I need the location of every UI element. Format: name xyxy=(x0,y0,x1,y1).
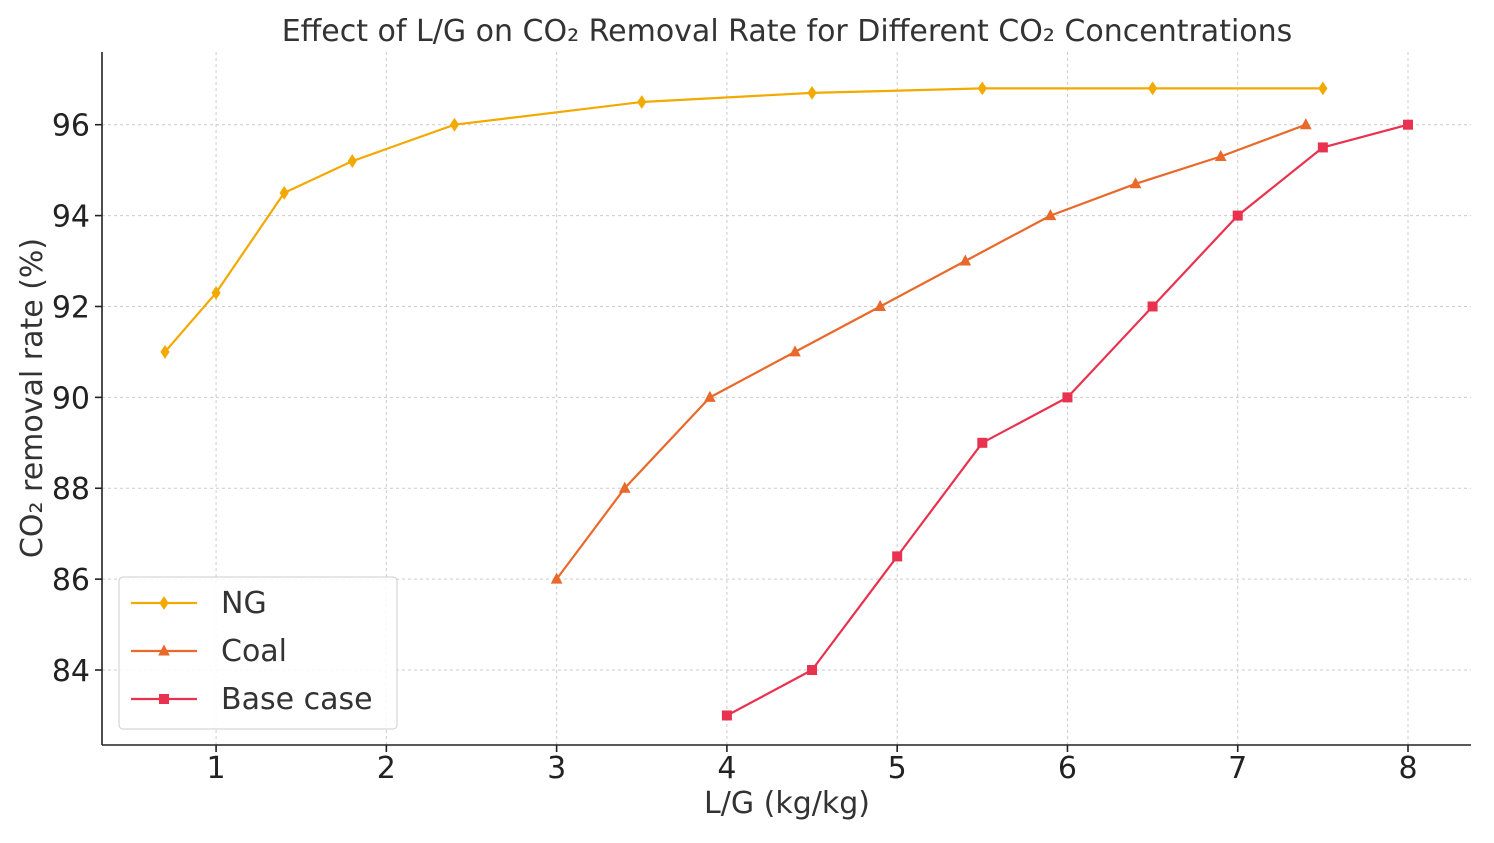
data-point-coal xyxy=(618,481,631,493)
x-tick-label: 6 xyxy=(1058,751,1077,786)
data-point-coal xyxy=(789,345,801,357)
x-axis-label: L/G (kg/kg) xyxy=(704,786,870,821)
data-point-ng xyxy=(279,185,289,200)
x-tick-label: 4 xyxy=(717,751,736,786)
data-point-coal xyxy=(550,572,563,584)
x-tick-label: 2 xyxy=(377,751,396,786)
data-point-base-case xyxy=(1402,119,1413,130)
data-point-ng xyxy=(637,95,647,109)
y-tick-label: 90 xyxy=(52,381,90,416)
series-layer xyxy=(160,81,1413,721)
x-tick-label: 3 xyxy=(547,751,566,786)
data-point-ng xyxy=(449,117,460,132)
legend-label-ng: NG xyxy=(221,586,267,621)
legend-label-base-case: Base case xyxy=(221,682,373,717)
data-point-coal xyxy=(704,390,716,402)
axes: 1 2 3 4 5 6 7 8 84 86 88 90 92 94 96 xyxy=(52,52,1471,786)
legend-label-coal: Coal xyxy=(221,634,287,669)
x-tick-label: 1 xyxy=(207,751,226,786)
data-point-base-case xyxy=(1062,392,1073,403)
data-point-base-case xyxy=(807,665,818,676)
legend-box xyxy=(118,576,398,730)
series-base-case xyxy=(721,119,1413,721)
data-point-coal xyxy=(1214,149,1227,162)
legend-item-base-case: Base case xyxy=(131,682,373,717)
data-point-base-case xyxy=(1147,301,1158,312)
legend-item-ng: NG xyxy=(131,586,267,621)
data-point-ng xyxy=(807,85,817,100)
y-tick-label: 84 xyxy=(52,654,90,689)
data-point-coal xyxy=(959,254,972,266)
data-point-ng xyxy=(1147,81,1158,96)
series-coal xyxy=(550,118,1312,584)
data-point-ng xyxy=(160,345,170,359)
data-point-base-case xyxy=(892,551,903,562)
data-point-base-case xyxy=(1232,210,1243,221)
data-point-ng xyxy=(347,154,357,168)
data-point-base-case xyxy=(977,437,988,448)
y-tick-label: 88 xyxy=(52,472,90,507)
data-point-ng xyxy=(211,285,221,300)
y-tick-label: 94 xyxy=(52,200,90,235)
data-point-ng xyxy=(1318,81,1328,96)
x-tick-label: 5 xyxy=(888,751,907,786)
y-tick-label: 92 xyxy=(52,290,90,325)
data-point-coal xyxy=(874,299,886,311)
data-point-coal xyxy=(1044,209,1057,221)
series-line-coal xyxy=(555,123,1307,580)
y-axis-label: CO₂ removal rate (%) xyxy=(15,238,50,558)
data-point-coal xyxy=(1300,118,1312,130)
data-point-ng xyxy=(977,81,987,96)
legend-marker-ng xyxy=(159,596,169,610)
x-tick-label: 8 xyxy=(1398,751,1417,786)
data-point-base-case xyxy=(1317,142,1328,153)
legend: NG Coal Base case xyxy=(118,576,398,730)
legend-item-coal: Coal xyxy=(131,634,287,669)
chart-title: Effect of L/G on CO₂ Removal Rate for Di… xyxy=(282,14,1293,49)
data-point-base-case xyxy=(721,710,732,721)
x-tick-label: 7 xyxy=(1228,751,1247,786)
series-line-ng xyxy=(164,87,1323,353)
legend-marker-coal xyxy=(158,644,170,656)
series-ng xyxy=(160,81,1328,359)
y-tick-label: 96 xyxy=(52,109,90,144)
y-tick-label: 86 xyxy=(52,563,90,598)
legend-marker-base-case xyxy=(159,694,169,704)
data-point-coal xyxy=(1129,177,1142,189)
